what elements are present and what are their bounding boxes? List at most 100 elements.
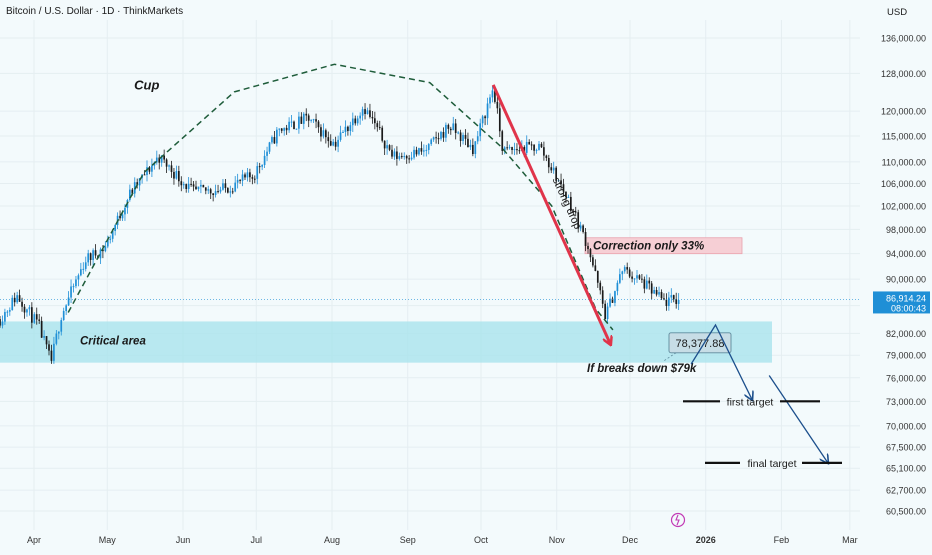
candle xyxy=(329,134,332,147)
candle xyxy=(596,270,599,288)
candle xyxy=(26,308,28,317)
candle xyxy=(476,131,479,145)
cup-label: Cup xyxy=(134,78,159,93)
candle xyxy=(317,120,320,133)
candle xyxy=(195,180,197,191)
candle xyxy=(151,158,153,177)
y-tick-label: 94,000.00 xyxy=(886,249,926,259)
candle xyxy=(364,103,366,120)
candle xyxy=(543,141,545,161)
candle xyxy=(396,146,398,166)
candle xyxy=(251,174,254,185)
x-tick-label: 2026 xyxy=(696,535,716,545)
x-tick-label: May xyxy=(99,535,117,545)
candle xyxy=(459,129,462,147)
candle xyxy=(204,187,207,195)
candle xyxy=(611,296,614,304)
candle xyxy=(535,148,538,154)
final-target-label: final target xyxy=(747,458,796,470)
y-tick-label: 73,000.00 xyxy=(886,397,926,407)
candle xyxy=(464,129,467,146)
candle xyxy=(62,307,65,321)
projection-arrow-1 xyxy=(690,323,752,400)
candle xyxy=(155,150,158,165)
candle xyxy=(327,131,330,148)
candle xyxy=(293,120,295,130)
candle xyxy=(410,151,413,161)
countdown-value: 08:00:43 xyxy=(891,303,926,313)
candle xyxy=(104,241,107,253)
y-tick-label: 62,700.00 xyxy=(886,486,926,496)
candle xyxy=(427,143,430,155)
candle xyxy=(366,107,369,115)
candle xyxy=(315,113,317,129)
x-tick-label: Feb xyxy=(774,535,790,545)
chart-title: Bitcoin / U.S. Dollar · 1D · ThinkMarket… xyxy=(6,6,183,17)
candle xyxy=(567,194,570,198)
candle xyxy=(594,259,597,272)
candle xyxy=(48,340,50,356)
candle xyxy=(332,138,335,147)
candle xyxy=(481,114,484,128)
candle xyxy=(40,316,43,338)
currency-label[interactable]: USD xyxy=(887,7,907,18)
candle xyxy=(650,281,653,300)
candle xyxy=(209,187,212,200)
candle xyxy=(413,146,415,160)
candle xyxy=(677,293,680,311)
candle xyxy=(508,144,511,150)
candle xyxy=(467,132,469,148)
candle xyxy=(28,304,31,316)
candle xyxy=(268,141,271,154)
y-tick-label: 82,000.00 xyxy=(886,329,926,339)
candle xyxy=(440,130,442,141)
candle xyxy=(530,141,533,151)
candle xyxy=(560,173,562,190)
y-tick-label: 79,000.00 xyxy=(886,351,926,361)
candle xyxy=(675,292,678,309)
candle xyxy=(452,116,455,131)
candle xyxy=(472,138,474,157)
candle xyxy=(587,242,589,254)
critical-area-label: Critical area xyxy=(80,336,146,348)
candle xyxy=(283,127,286,136)
candle xyxy=(89,252,92,266)
candle xyxy=(513,142,516,156)
breakdown-price: 78,377.88 xyxy=(676,338,725,350)
candle xyxy=(616,280,619,296)
candle xyxy=(462,132,464,145)
candle xyxy=(626,262,629,274)
candle xyxy=(579,221,582,232)
candle xyxy=(202,184,205,188)
x-tick-label: Mar xyxy=(842,535,858,545)
candle xyxy=(290,114,293,128)
candle xyxy=(555,166,557,186)
candle xyxy=(258,162,261,174)
first-target-label: first target xyxy=(727,396,774,408)
candle xyxy=(592,254,594,268)
candle xyxy=(320,124,322,142)
candle xyxy=(435,131,437,144)
candle xyxy=(231,187,234,195)
candle xyxy=(403,152,406,160)
y-tick-label: 65,100.00 xyxy=(886,464,926,474)
candle xyxy=(601,286,604,309)
candle xyxy=(420,141,423,155)
candle xyxy=(298,111,300,134)
candle xyxy=(178,165,180,187)
candle xyxy=(4,308,6,325)
candle xyxy=(227,187,229,194)
candle xyxy=(222,179,224,191)
candle xyxy=(400,152,403,159)
candle xyxy=(50,344,53,364)
candle xyxy=(430,138,433,146)
candle xyxy=(200,180,202,194)
candle xyxy=(376,120,379,132)
candle xyxy=(606,302,609,324)
x-tick-label: Apr xyxy=(27,535,41,545)
breakdown-label: If breaks down $79k xyxy=(587,363,697,375)
candle xyxy=(263,150,266,168)
candle xyxy=(374,111,376,130)
candle xyxy=(99,247,102,264)
